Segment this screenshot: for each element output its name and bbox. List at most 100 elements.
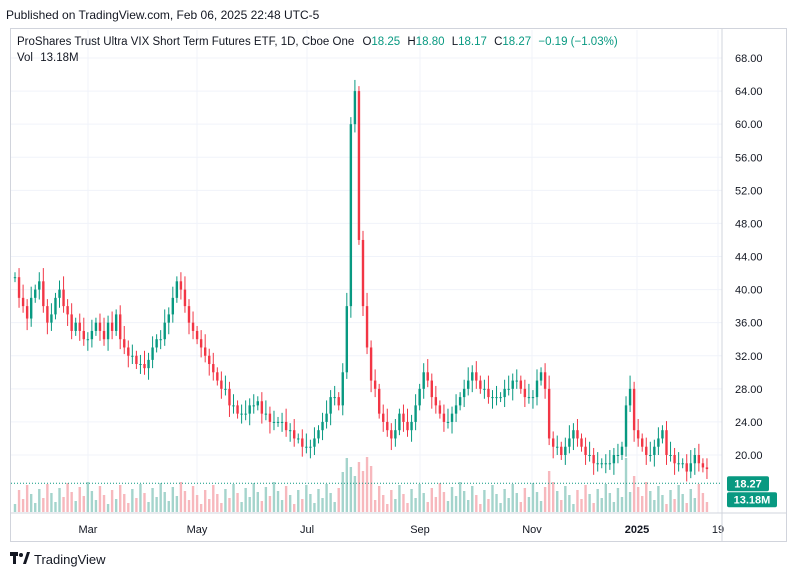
candle-body — [119, 314, 122, 340]
volume-bar — [29, 494, 33, 512]
change-value: −0.19 (−1.03%) — [538, 36, 618, 48]
y-tick-label: 52.00 — [735, 185, 763, 197]
candle-body — [232, 405, 235, 407]
candle-body — [653, 446, 656, 455]
candle-body — [515, 380, 518, 382]
candle-body — [228, 388, 231, 406]
candle-body — [487, 388, 490, 398]
volume-bar — [361, 471, 365, 512]
candle-body — [50, 314, 53, 323]
candle-body — [564, 446, 567, 455]
volume-bar — [208, 499, 211, 512]
volume-bar — [438, 483, 442, 512]
volume-bar — [584, 485, 587, 512]
volume-bar — [143, 493, 146, 512]
candle-body — [309, 446, 312, 448]
volume-bar — [329, 493, 332, 512]
volume-bar — [74, 501, 77, 512]
volume-bar — [616, 488, 620, 512]
volume-bar — [697, 484, 701, 512]
candle-body — [272, 421, 276, 423]
volume-bar — [260, 501, 264, 512]
candle-body — [669, 455, 672, 456]
volume-bar — [377, 486, 381, 512]
volume-bar — [119, 485, 122, 512]
candle-body — [94, 322, 98, 331]
volume-bar — [406, 503, 409, 512]
volume-bar — [701, 493, 705, 512]
volume-bar — [248, 497, 251, 512]
volume-bar — [685, 503, 688, 512]
volume-bar — [705, 502, 709, 512]
candle-body — [17, 277, 21, 298]
tradingview-logo-icon — [10, 551, 30, 567]
candle-body — [398, 413, 401, 431]
chart-legend: ProShares Trust Ultra VIX Short Term Fut… — [17, 36, 618, 48]
candle-body — [422, 372, 425, 389]
candle-body — [187, 306, 191, 323]
volume-bar — [547, 471, 551, 512]
volume-bar — [86, 482, 90, 512]
candle-body — [236, 405, 239, 414]
x-tick-label: 2025 — [625, 524, 649, 536]
volume-bar — [523, 488, 527, 512]
volume-bar — [195, 495, 199, 512]
candle-body — [636, 430, 640, 439]
low-value: 18.17 — [458, 36, 487, 48]
volume-bar — [430, 488, 433, 512]
volume-bar — [82, 496, 85, 512]
candle-body — [665, 430, 668, 455]
y-tick-label: 64.00 — [735, 86, 763, 98]
candle-body — [220, 380, 223, 389]
candle-body — [576, 430, 579, 439]
volume-bar — [689, 489, 692, 512]
volume-bar — [681, 494, 684, 512]
candle-body — [560, 446, 563, 455]
candle-body — [167, 314, 170, 323]
candle-body — [216, 372, 219, 381]
candle-body — [649, 455, 652, 456]
y-tick-label: 40.00 — [735, 285, 763, 297]
volume-bar — [592, 503, 595, 512]
candle-body — [203, 347, 207, 356]
volume-bar — [531, 483, 535, 512]
x-tick-label: Jul — [300, 524, 314, 536]
candle-body — [313, 438, 316, 447]
candle-body — [252, 405, 255, 407]
candle-body — [491, 397, 494, 399]
candle-body — [34, 289, 37, 298]
candle-body — [584, 446, 587, 455]
volume-bar — [155, 497, 158, 512]
volume-bar — [386, 504, 389, 512]
footer-brand[interactable]: TradingView — [10, 551, 106, 567]
candle-body — [641, 438, 644, 447]
volume-bar — [365, 457, 369, 512]
candle-body — [390, 430, 393, 439]
volume-bar — [127, 503, 130, 512]
last-price-label: 18.27 — [734, 478, 762, 490]
volume-bar — [264, 487, 268, 512]
candle-body — [430, 380, 433, 398]
candle-body — [224, 388, 227, 390]
volume-bar — [369, 466, 373, 512]
candle-body — [256, 401, 259, 406]
y-tick-label: 24.00 — [735, 417, 763, 429]
candle-body — [264, 413, 268, 415]
volume-bar — [199, 504, 203, 512]
volume-legend: Vol 13.18M — [17, 52, 79, 64]
volume-bar — [507, 498, 510, 512]
volume-bar — [17, 490, 21, 512]
candle-body — [280, 421, 284, 423]
last-price-tag — [727, 476, 769, 492]
volume-bar — [325, 484, 328, 512]
volume-bar — [535, 492, 539, 512]
candle-body — [612, 455, 616, 464]
candle-body — [212, 364, 215, 373]
volume-bar — [677, 485, 680, 512]
volume-bar — [301, 499, 304, 512]
volume-bar — [90, 491, 94, 512]
candle-body — [38, 281, 41, 290]
volume-bar — [256, 492, 259, 512]
volume-bar — [187, 500, 191, 512]
